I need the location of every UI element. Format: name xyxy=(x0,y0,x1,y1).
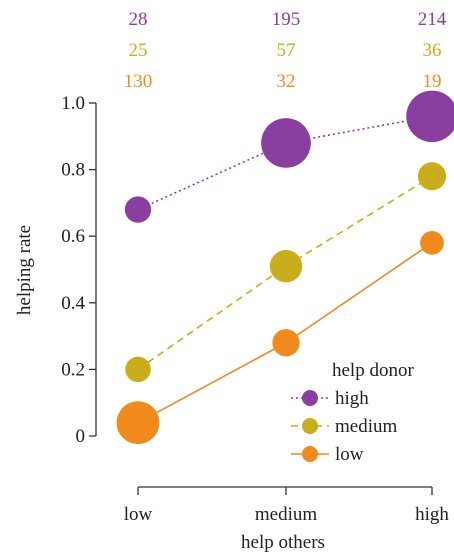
legend-label-medium: medium xyxy=(335,416,397,437)
point-low-high xyxy=(420,230,444,255)
y-tick-label: 0.8 xyxy=(61,160,85,181)
point-medium-high xyxy=(417,162,447,191)
x-tick-label: low xyxy=(124,504,153,525)
sample-size-labels: 28 195 214 25 57 36 130 32 19 xyxy=(124,9,447,92)
point-high-low xyxy=(124,196,152,223)
count-label-medium: 25 xyxy=(129,40,148,61)
axes: 0 0.2 0.4 0.6 0.8 1.0 low medium high xyxy=(61,93,449,525)
count-label-high: 195 xyxy=(272,9,301,30)
legend-marker-high xyxy=(302,390,318,406)
count-label-high: 214 xyxy=(418,9,447,30)
legend-title: help donor xyxy=(332,360,414,381)
point-low-medium xyxy=(272,329,300,357)
count-label-low: 19 xyxy=(423,71,442,92)
y-tick-label: 1.0 xyxy=(61,93,85,114)
legend: help donor high medium low xyxy=(291,360,414,465)
legend-label-low: low xyxy=(335,444,364,465)
point-medium-low xyxy=(125,356,151,383)
point-low-low xyxy=(116,401,160,445)
legend-marker-medium xyxy=(302,418,318,434)
x-tick-label: medium xyxy=(255,504,317,525)
y-tick-label: 0.4 xyxy=(61,293,85,314)
point-high-medium xyxy=(261,118,311,168)
y-tick-label: 0.6 xyxy=(61,226,85,247)
count-label-high: 28 xyxy=(129,9,148,30)
point-high-high xyxy=(406,90,454,143)
y-axis-label: helping rate xyxy=(14,225,35,315)
legend-label-high: high xyxy=(335,388,369,409)
y-tick-label: 0 xyxy=(76,426,86,447)
y-tick-label: 0.2 xyxy=(61,359,85,380)
series-points xyxy=(116,90,454,445)
x-tick-label: high xyxy=(415,504,449,525)
x-axis-label: help others xyxy=(241,532,325,553)
point-medium-medium xyxy=(269,249,303,283)
legend-marker-low xyxy=(302,446,318,462)
count-label-low: 130 xyxy=(124,71,153,92)
count-label-low: 32 xyxy=(277,71,296,92)
count-label-medium: 36 xyxy=(423,40,442,61)
count-label-medium: 57 xyxy=(277,40,296,61)
series-line-high xyxy=(137,115,433,211)
